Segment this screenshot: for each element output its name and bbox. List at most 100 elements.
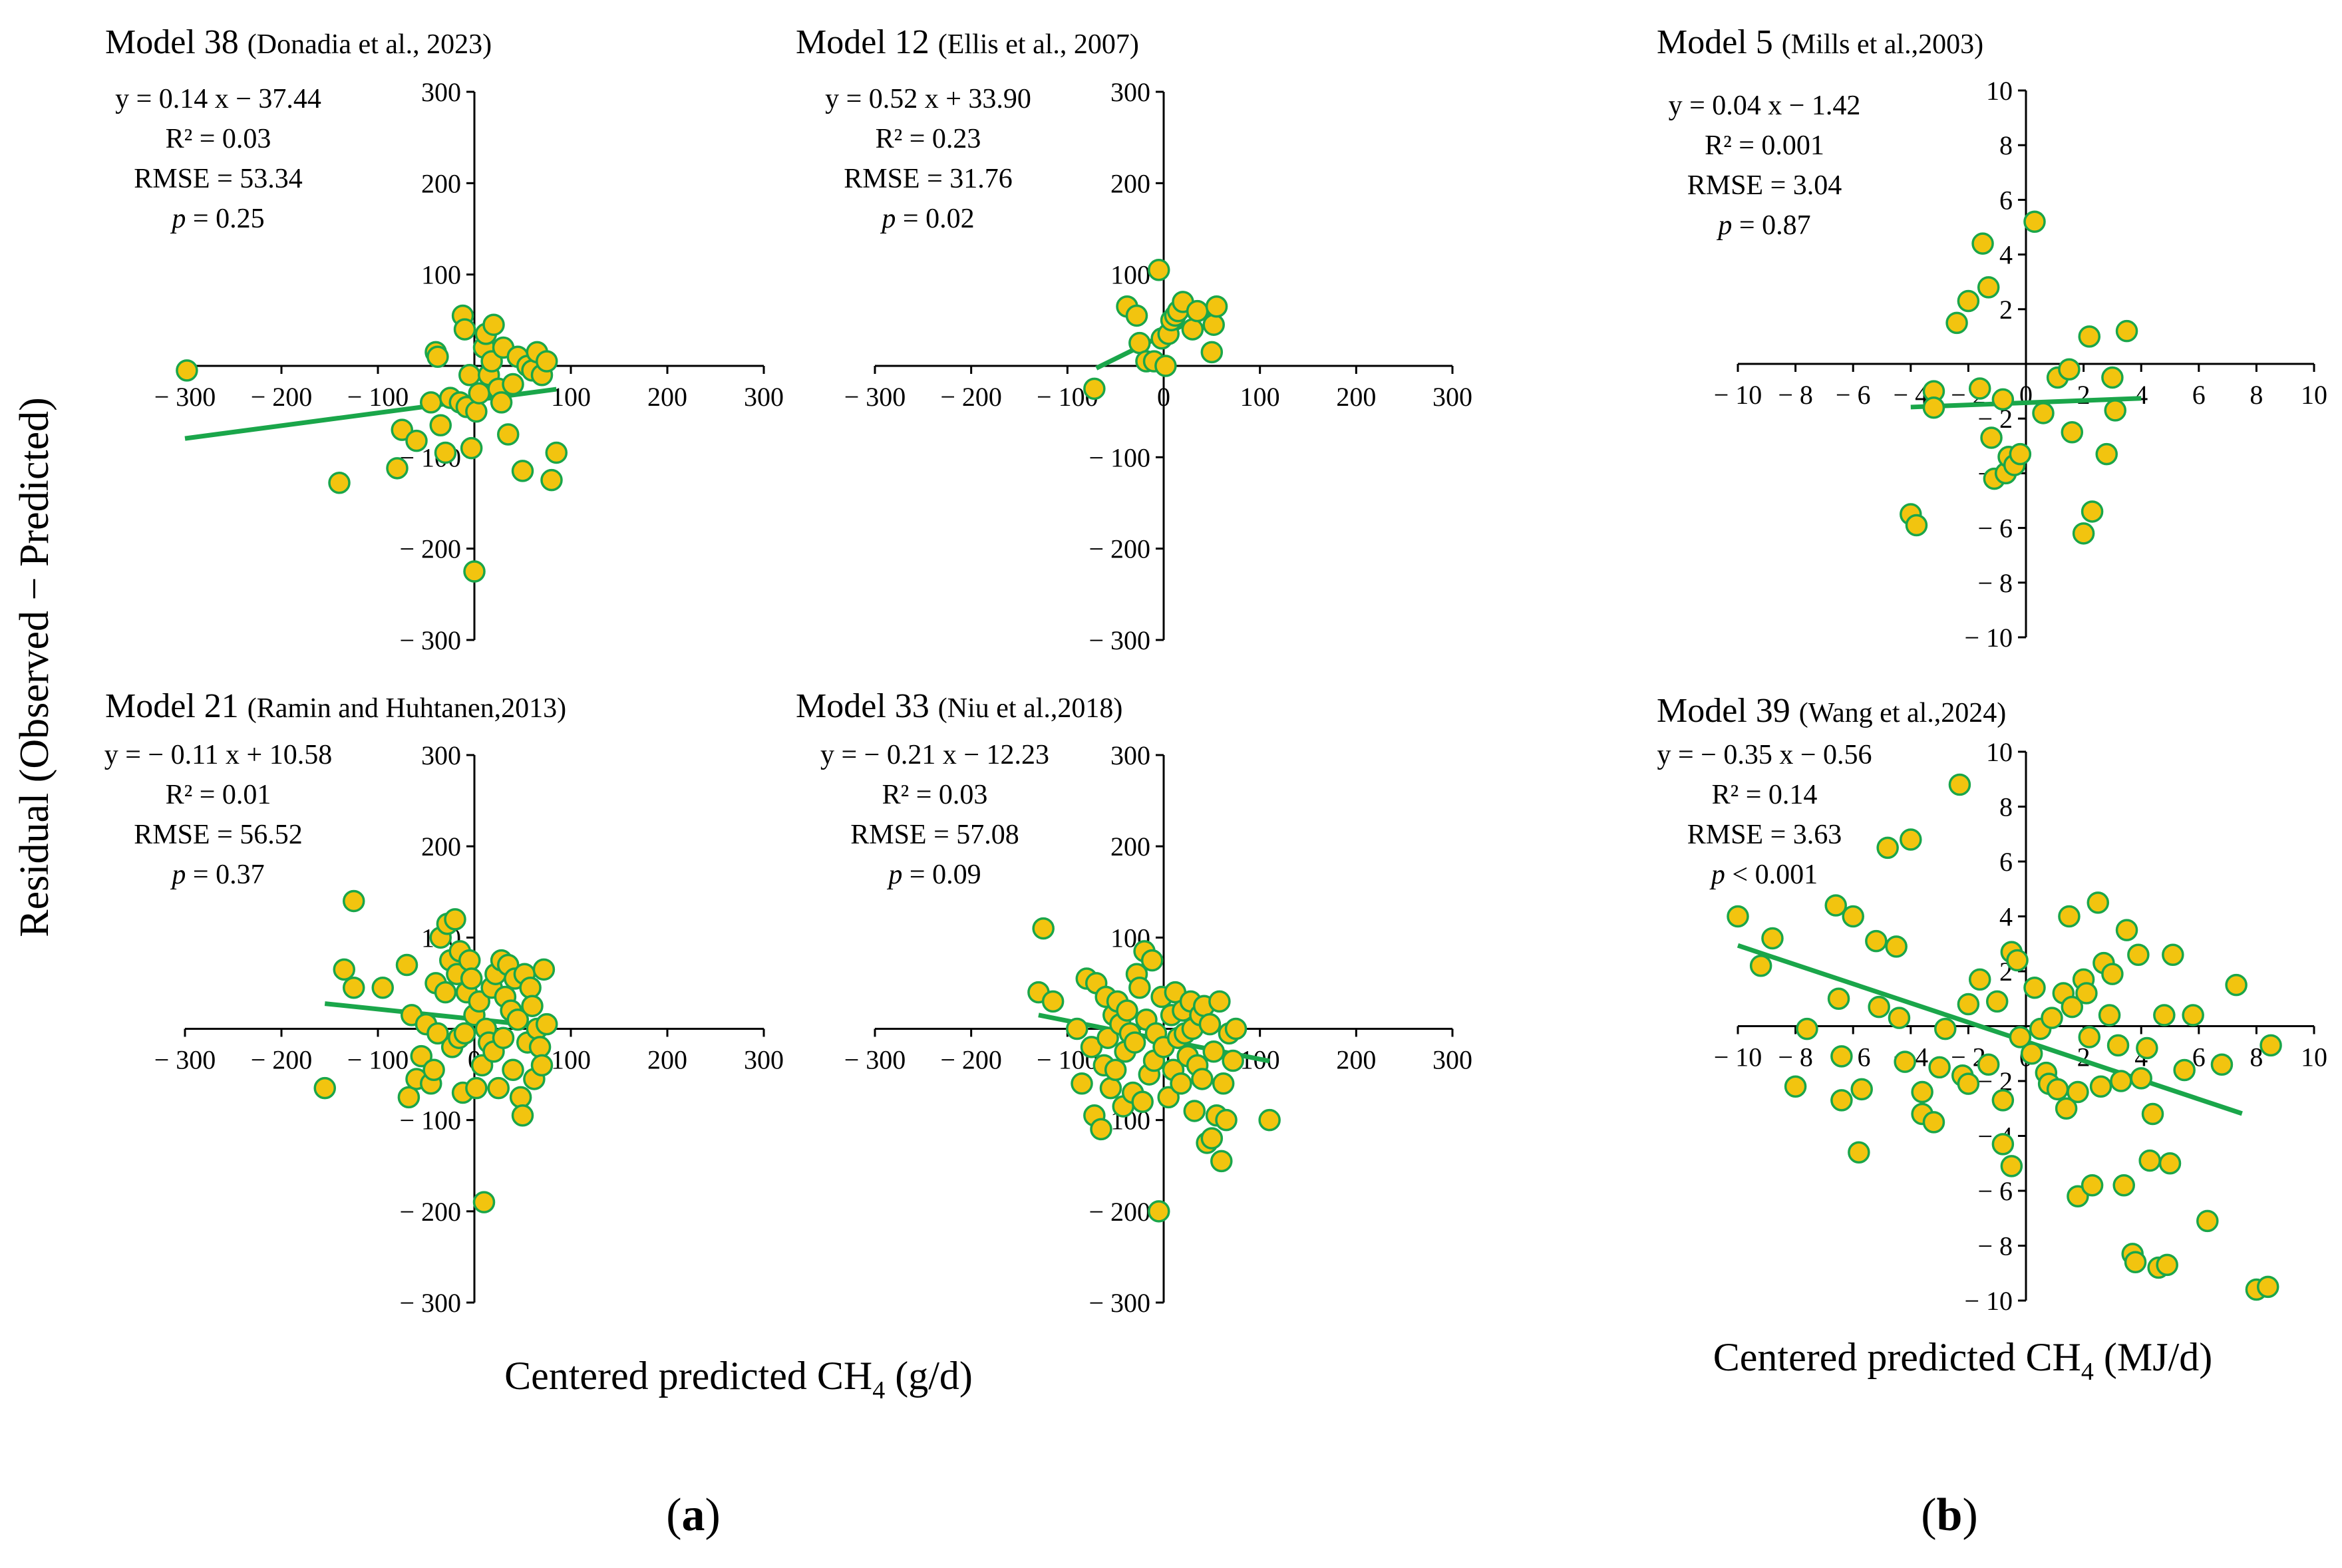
x-tick-label: 200 (1336, 1045, 1376, 1075)
data-point (1868, 995, 1890, 1019)
data-point (1181, 318, 1204, 341)
y-tick-label: − 200 (399, 534, 461, 564)
data-point (1215, 1108, 1238, 1132)
panel-title-model: Model 12 (796, 23, 938, 61)
y-tick-label: 300 (421, 77, 461, 107)
data-point (2081, 1174, 2104, 1197)
data-point (453, 318, 476, 341)
stat-line: RMSE = 57.08 (850, 820, 1019, 850)
x-label-b-sub: 4 (2081, 1358, 2094, 1386)
x-tick-label: 4 (2134, 380, 2148, 410)
data-point (434, 441, 457, 464)
stat-line: y = − 0.11 x + 10.58 (104, 740, 333, 770)
data-point (2081, 500, 2104, 523)
data-point (528, 1036, 552, 1058)
data-point (2259, 1034, 2282, 1057)
data-point (1154, 355, 1177, 377)
data-point (536, 1013, 558, 1036)
y-tick-label: − 300 (399, 1288, 461, 1318)
data-point (1977, 1053, 2000, 1076)
y-tick-label: − 8 (1977, 568, 2013, 598)
stat-line: R² = 0.23 (876, 124, 981, 154)
data-point (1258, 1108, 1281, 1132)
data-point (502, 373, 524, 396)
data-point (434, 981, 457, 1004)
x-axis-label-a: Centered predicted CH4 (g/d) (504, 1354, 973, 1404)
data-point (2158, 1152, 2182, 1175)
data-point (1128, 977, 1151, 999)
data-point (1934, 1017, 1957, 1040)
data-point (1148, 1200, 1170, 1223)
data-point (2106, 1034, 2130, 1057)
data-point (2061, 995, 2084, 1019)
data-point (2098, 1004, 2121, 1026)
data-point (1749, 955, 1772, 977)
data-point (1948, 773, 1971, 796)
p-number: = 0.09 (902, 860, 981, 890)
data-point (492, 1026, 515, 1049)
data-point (1200, 1127, 1224, 1150)
p-value: p = 0.09 (886, 860, 981, 890)
data-point (2225, 973, 2248, 997)
y-tick-label: − 10 (1964, 623, 2013, 653)
data-point (2075, 982, 2098, 1005)
data-point (176, 359, 198, 382)
data-point (2058, 358, 2081, 381)
data-point (1968, 377, 1991, 400)
data-point (453, 1022, 476, 1045)
p-value: p = 0.87 (1716, 210, 1810, 241)
x-tick-label: 2 (2077, 1042, 2091, 1072)
panel-title-ref: (Ellis et al., 2007) (938, 29, 1139, 60)
data-point (2141, 1102, 2164, 1126)
panel-a-close: ) (705, 1490, 721, 1541)
y-tick-label: − 200 (1088, 1197, 1150, 1227)
data-point (420, 391, 442, 414)
data-point (490, 391, 513, 414)
panel-title-ref: (Ramin and Huhtanen,2013) (248, 693, 566, 724)
y-tick-label: 200 (421, 168, 461, 198)
data-point (465, 400, 488, 423)
x-tick-label: 10 (2301, 1042, 2327, 1072)
x-tick-label: − 8 (1778, 1042, 1813, 1072)
data-point (1928, 1056, 1951, 1079)
data-point (386, 457, 409, 480)
data-point (1968, 968, 1991, 991)
x-tick-label: 300 (744, 1045, 784, 1075)
trend-line (1737, 943, 2243, 1116)
stat-line: y = 0.04 x − 1.42 (1669, 90, 1861, 121)
panel-a-open: ( (666, 1490, 681, 1541)
data-point (511, 1104, 534, 1127)
panel-title: Model 38 (Donadia et al., 2023) (105, 23, 492, 61)
stat-line: y = − 0.35 x − 0.56 (1657, 740, 1872, 770)
y-tick-label: 10 (1986, 737, 2013, 767)
x-tick-label: 300 (1432, 1045, 1472, 1075)
y-tick-label: − 6 (1977, 1176, 2013, 1206)
y-tick-label: − 300 (399, 625, 461, 655)
data-point (1830, 1045, 1853, 1068)
x-tick-label: 200 (647, 1045, 687, 1075)
data-point (1945, 311, 1968, 335)
data-point (1796, 1017, 1818, 1040)
data-point (1104, 1058, 1127, 1081)
panel-b-close: ) (1962, 1490, 1977, 1541)
x-tick-label: − 300 (154, 382, 216, 412)
data-point (1157, 1086, 1180, 1109)
data-point (2006, 949, 2029, 972)
data-point (313, 1076, 336, 1100)
p-value: p = 0.37 (170, 860, 264, 890)
panel-title-model: Model 38 (105, 23, 248, 61)
data-point (2162, 943, 2184, 966)
stat-line: y = 0.52 x + 33.90 (825, 84, 1031, 114)
data-point (397, 1086, 420, 1109)
data-point (2072, 522, 2095, 545)
data-point (482, 313, 505, 336)
data-point (1971, 232, 1994, 255)
data-point (1041, 990, 1065, 1013)
data-point (2136, 1036, 2158, 1060)
y-tick-label: 4 (1999, 240, 2013, 270)
stat-line: y = 0.14 x − 37.44 (115, 84, 321, 114)
data-point (1876, 836, 1899, 860)
